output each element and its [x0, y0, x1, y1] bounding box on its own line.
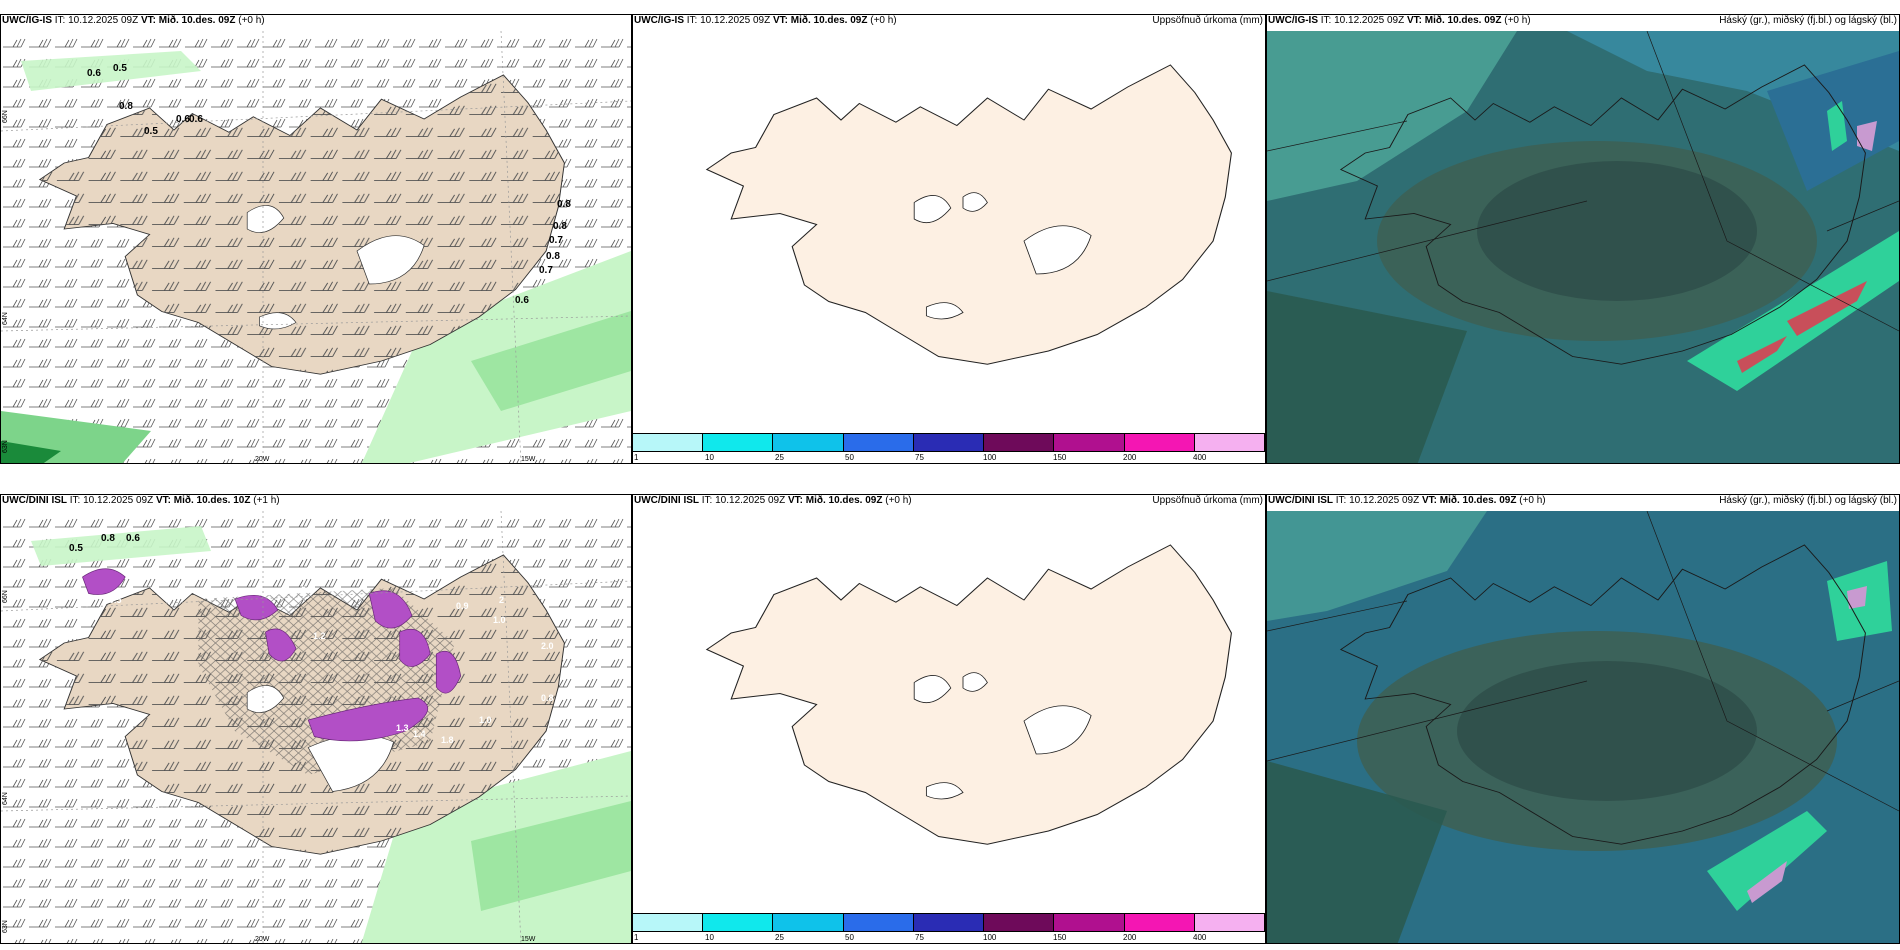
- lat-label: 63N: [2, 440, 9, 453]
- precip-label: 0.8: [101, 533, 115, 544]
- colorbar-swatch: [772, 913, 844, 932]
- precip-label: 0.8: [557, 199, 571, 210]
- precip-label: 2: [499, 595, 504, 605]
- precip-label: 1.8: [441, 735, 454, 745]
- colorbar-swatch: [983, 913, 1055, 932]
- lat-label: 66N: [2, 110, 9, 123]
- cloud-cover-map: [1267, 31, 1899, 463]
- colorbar-tick: 50: [845, 453, 854, 462]
- precip-label: 1.2: [313, 631, 326, 641]
- colorbar-swatch: [1123, 433, 1195, 452]
- colorbar-swatch: [1193, 433, 1265, 452]
- map-panel-accumulated-precip-dini: UWC/DINI ISL IT: 10.12.2025 09Z VT: Mið.…: [632, 494, 1266, 944]
- colorbar-swatch: [983, 433, 1055, 452]
- precip-label: 0.6: [515, 295, 529, 306]
- colorbar-swatch: [1053, 913, 1125, 932]
- colorbar-tick: 10: [705, 933, 714, 942]
- wind-barb-map: 0.5 0.8 0.6 0.5 0.7 1.2 0.9 2 1.0 1.3 1.…: [1, 511, 631, 943]
- lon-label: 15W: [521, 456, 536, 463]
- lat-label: 66N: [2, 590, 9, 603]
- panel-title: UWC/DINI ISL IT: 10.12.2025 09Z VT: Mið.…: [634, 495, 912, 506]
- precip-label: 0.7: [539, 265, 553, 276]
- colorbar-swatch: [1193, 913, 1265, 932]
- precip-label: 0.6: [87, 68, 101, 79]
- colorbar-tick: 75: [915, 453, 924, 462]
- colorbar-tick: 1: [634, 933, 639, 942]
- colorbar-tick: 25: [775, 933, 784, 942]
- colorbar-tick: 200: [1123, 933, 1137, 942]
- panel-title: UWC/IG-IS IT: 10.12.2025 09Z VT: Mið. 10…: [1268, 15, 1531, 26]
- colorbar-swatch: [633, 433, 704, 452]
- precip-label: 0.5: [113, 63, 127, 74]
- map-panel-cloud-cover-ig-is: UWC/IG-IS IT: 10.12.2025 09Z VT: Mið. 10…: [1266, 14, 1900, 464]
- panel-title: UWC/IG-IS IT: 10.12.2025 09Z VT: Mið. 10…: [634, 15, 897, 26]
- colorbar-swatch: [1053, 433, 1125, 452]
- accumulated-precip-map: [633, 31, 1265, 435]
- panel-variable-title: Háský (gr.), miðský (fj.bl.) og lágský (…: [1719, 15, 1897, 26]
- cloud-cover-map: [1267, 511, 1899, 943]
- lon-label: 15W: [521, 936, 536, 943]
- colorbar-swatch: [633, 913, 704, 932]
- lat-label: 64N: [2, 792, 9, 805]
- map-panel-precip-wind-dini: 0.5 0.8 0.6 0.5 0.7 1.2 0.9 2 1.0 1.3 1.…: [0, 494, 632, 944]
- precip-label: 0.8: [546, 251, 560, 262]
- precip-label: 0.6: [176, 114, 190, 125]
- map-panel-precip-wind-ig-is: 0.6 0.5 0.8 0.5 0.6 0.6 0.8 0.8 0.7 0.8 …: [0, 14, 632, 464]
- precip-label: 0.6: [189, 114, 203, 125]
- precip-label: 1.0: [479, 715, 492, 725]
- precip-label: 0.7: [301, 585, 314, 595]
- precip-label: 0.9: [456, 601, 469, 611]
- colorbar-tick: 100: [983, 453, 997, 462]
- colorbar-tick: 400: [1193, 933, 1207, 942]
- map-panel-accumulated-precip-ig-is: UWC/IG-IS IT: 10.12.2025 09Z VT: Mið. 10…: [632, 14, 1266, 464]
- colorbar-swatch: [702, 913, 774, 932]
- colorbar-tick: 75: [915, 933, 924, 942]
- precip-label: 1.4: [413, 729, 426, 739]
- lat-label: 64N: [2, 312, 9, 325]
- lon-label: 20W: [255, 456, 270, 463]
- precip-label: 0.8: [541, 693, 554, 703]
- precip-label: 1.0: [493, 615, 506, 625]
- precip-label: 1.3: [396, 723, 409, 733]
- colorbar-tick: 150: [1053, 933, 1067, 942]
- colorbar-tick: 10: [705, 453, 714, 462]
- lat-label: 63N: [2, 920, 9, 933]
- panel-title: UWC/IG-IS IT: 10.12.2025 09Z VT: Mið. 10…: [2, 15, 265, 26]
- panel-title: UWC/DINI ISL IT: 10.12.2025 09Z VT: Mið.…: [1268, 495, 1546, 506]
- colorbar-swatch: [702, 433, 774, 452]
- lon-label: 20W: [255, 936, 270, 943]
- colorbar-tick: 200: [1123, 453, 1137, 462]
- precip-label: 0.5: [109, 595, 122, 605]
- colorbar-tick: 100: [983, 933, 997, 942]
- colorbar-tick: 25: [775, 453, 784, 462]
- map-panel-cloud-cover-dini: UWC/DINI ISL IT: 10.12.2025 09Z VT: Mið.…: [1266, 494, 1900, 944]
- accumulated-precip-map: [633, 511, 1265, 915]
- colorbar-swatch: [912, 913, 985, 932]
- precip-label: 0.7: [549, 235, 563, 246]
- precip-label: 2.0: [541, 641, 554, 651]
- panel-title: UWC/DINI ISL IT: 10.12.2025 09Z VT: Mið.…: [2, 495, 280, 506]
- precip-label: 0.8: [119, 101, 133, 112]
- precip-label: 0.6: [126, 533, 140, 544]
- colorbar-swatch: [1123, 913, 1195, 932]
- panel-variable-title: Háský (gr.), miðský (fj.bl.) og lágský (…: [1719, 495, 1897, 506]
- colorbar-swatch: [912, 433, 985, 452]
- precip-label: 0.5: [69, 543, 83, 554]
- colorbar: 1 10 25 50 75 100 150 200 400: [633, 433, 1265, 463]
- colorbar-swatch: [842, 913, 914, 932]
- colorbar-tick: 150: [1053, 453, 1067, 462]
- colorbar-swatch: [842, 433, 914, 452]
- colorbar: 1 10 25 50 75 100 150 200 400: [633, 913, 1265, 943]
- colorbar-tick: 400: [1193, 453, 1207, 462]
- wind-barb-map: 0.6 0.5 0.8 0.5 0.6 0.6 0.8 0.8 0.7 0.8 …: [1, 31, 631, 463]
- colorbar-tick: 50: [845, 933, 854, 942]
- precip-label: 0.5: [144, 126, 158, 137]
- panel-variable-title: Uppsöfnuð úrkoma (mm): [1152, 495, 1263, 506]
- colorbar-tick: 1: [634, 453, 639, 462]
- colorbar-swatch: [772, 433, 844, 452]
- panel-variable-title: Uppsöfnuð úrkoma (mm): [1152, 15, 1263, 26]
- precip-label: 0.8: [553, 221, 567, 232]
